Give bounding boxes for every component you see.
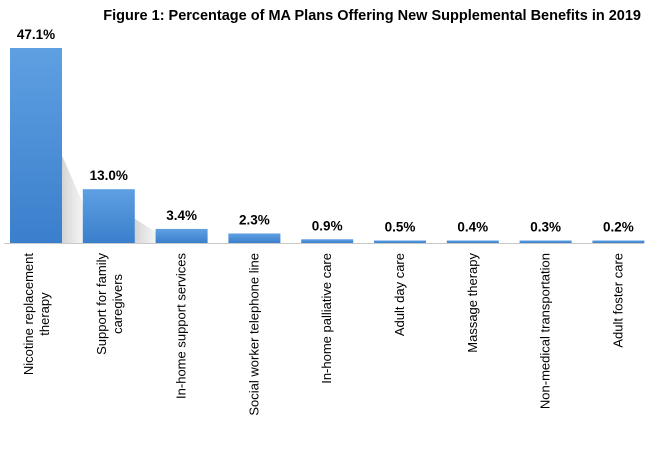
category-label: In-home support services — [174, 253, 189, 399]
category-label: Social worker telephone line — [246, 253, 261, 416]
bar — [155, 228, 208, 243]
category-label: Massage therapy — [465, 253, 480, 353]
chart-title: Figure 1: Percentage of MA Plans Offerin… — [103, 8, 641, 24]
bar — [446, 240, 499, 243]
data-labels-group: 47.1% 13.0% 3.4% 2.3% 0.9% 0.5% 0.4% 0.3% 0.2% — [17, 27, 634, 235]
data-label: 0.4% — [457, 220, 488, 235]
data-label: 0.2% — [603, 220, 634, 235]
category-label: Non-medical transportation — [538, 253, 553, 409]
category-label: Nicotine replacementtherapy — [21, 253, 52, 376]
data-label: 13.0% — [90, 168, 128, 183]
data-label: 0.9% — [312, 218, 343, 233]
bar — [82, 189, 135, 243]
data-label: 47.1% — [17, 27, 55, 42]
category-label: Adult day care — [392, 253, 407, 336]
data-label: 0.3% — [530, 220, 561, 235]
bar — [301, 239, 354, 243]
bar — [374, 240, 426, 243]
data-label: 2.3% — [239, 212, 270, 227]
category-label: Support for familycaregivers — [94, 253, 125, 355]
category-label: Adult foster care — [610, 253, 625, 348]
bar — [519, 240, 572, 243]
category-label: In-home palliative care — [319, 253, 334, 384]
bar — [228, 233, 281, 243]
bars-group — [10, 48, 645, 243]
bar — [592, 240, 645, 243]
category-labels-group: Nicotine replacementtherapy Support for f… — [21, 253, 625, 416]
data-label: 3.4% — [166, 208, 197, 223]
data-label: 0.5% — [385, 220, 416, 235]
bar — [10, 48, 62, 243]
